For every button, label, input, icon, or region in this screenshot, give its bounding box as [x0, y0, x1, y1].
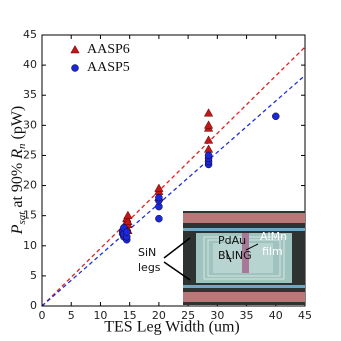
- marker: [203, 135, 214, 144]
- inset-film: [242, 233, 249, 273]
- marker: [155, 214, 163, 223]
- y-axis-label: Psat at 90% Rn (pW): [9, 106, 28, 236]
- pointer: [245, 243, 259, 251]
- y-tick-label: 35: [23, 88, 37, 101]
- x-tick-label: 0: [39, 309, 46, 322]
- y-tick-label: 15: [23, 209, 37, 222]
- inset-label: PdAu: [218, 234, 246, 247]
- pointer: [225, 249, 232, 263]
- y-tick-label: 0: [30, 299, 37, 312]
- inset-edge: [183, 285, 305, 288]
- axes-frame: [41, 34, 306, 307]
- legend-label: AASP6: [87, 42, 130, 57]
- y-label-part: n: [16, 143, 28, 149]
- x-tick-label: 45: [298, 309, 312, 322]
- marker: [204, 151, 213, 160]
- marker: [123, 210, 133, 219]
- inset-image: PdAu BLING AlMn film SiN legs: [138, 211, 305, 305]
- legend-label: AASP5: [87, 60, 130, 75]
- fit-line: [41, 46, 306, 307]
- y-tick-label: 20: [23, 179, 37, 192]
- marker: [155, 193, 163, 202]
- marker: [203, 120, 214, 129]
- inset-label: SiN: [138, 246, 156, 259]
- plot-area: 0 5 10 15 20 25 30 35 40 45 0 5 10 15 20 25 30 35 40 45 AASP…: [23, 28, 312, 322]
- marker: [203, 108, 214, 117]
- x-tick-label: 35: [240, 309, 254, 322]
- x-tick-label: 30: [210, 309, 224, 322]
- inset-label: film: [262, 245, 283, 258]
- marker: [154, 183, 164, 192]
- inset-band: [183, 213, 305, 223]
- x-tick-label: 20: [152, 309, 166, 322]
- inset-band: [183, 292, 305, 302]
- x-tick-label: 40: [269, 309, 283, 322]
- y-tick-label: 30: [23, 118, 37, 131]
- y-tick-label: 5: [30, 269, 37, 282]
- x-tick-label: 5: [68, 309, 75, 322]
- y-label-part: sat: [16, 211, 28, 225]
- fit-line: [41, 74, 306, 307]
- marker: [122, 228, 131, 236]
- y-tick-label: 10: [23, 239, 37, 252]
- pointer: [163, 261, 191, 281]
- x-tick-label: 25: [181, 309, 195, 322]
- y-label-part: R: [9, 149, 26, 160]
- y-tick-label: 40: [23, 58, 37, 71]
- marker: [272, 112, 280, 121]
- y-label-part: P: [9, 224, 26, 235]
- marker: [203, 144, 214, 153]
- inset-edge: [183, 228, 305, 231]
- y-label-part: at 90%: [9, 159, 26, 212]
- y-tick-label: 45: [23, 28, 37, 41]
- y-tick-label: 25: [23, 148, 37, 161]
- inset-label: AlMn: [260, 230, 287, 243]
- legend-marker: [71, 64, 79, 72]
- inset-label: BLING: [218, 249, 252, 262]
- inset-label: legs: [138, 261, 161, 274]
- y-label-part: (pW): [9, 106, 26, 144]
- marker: [123, 216, 133, 225]
- legend-marker: [70, 44, 80, 54]
- x-axis-label: TES Leg Width (um): [104, 319, 239, 336]
- x-tick-label: 15: [123, 309, 137, 322]
- pointer: [163, 237, 191, 259]
- x-tick-label: 10: [93, 309, 107, 322]
